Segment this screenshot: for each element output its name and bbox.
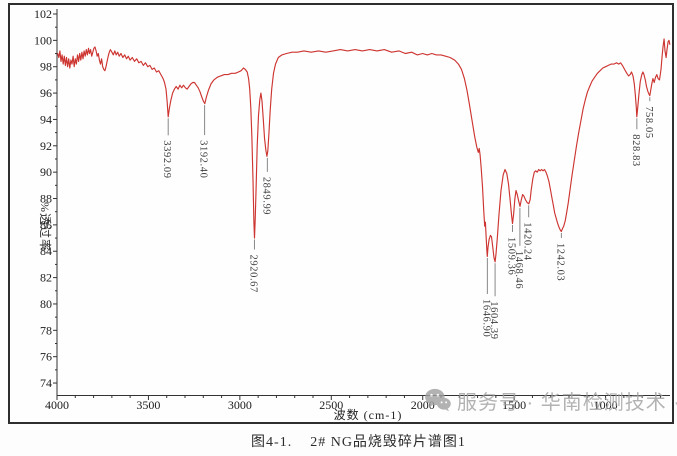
peak-label: 3192.40	[198, 140, 209, 178]
svg-text:90: 90	[40, 165, 52, 179]
svg-text:88: 88	[40, 192, 52, 206]
svg-text:82: 82	[40, 271, 52, 285]
peak-label: 3392.09	[161, 140, 172, 178]
x-axis-title: 波数 (cm-1)	[333, 408, 403, 422]
svg-text:3000: 3000	[228, 398, 252, 412]
peak-label: 1420.24	[522, 222, 533, 260]
peak-label: 828.83	[630, 134, 641, 166]
chart-frame	[8, 3, 674, 424]
peak-label: 1646.90	[480, 299, 491, 337]
svg-text:2500: 2500	[319, 398, 343, 412]
x-tick-labels: 4000 3500 3000 2500 2000 1500 1000	[45, 398, 618, 412]
svg-text:76: 76	[40, 350, 52, 364]
svg-text:78: 78	[40, 323, 52, 337]
figure-caption: 图4-1. 2# NG品烧毁碎片谱图1	[251, 435, 466, 450]
peak-label: 1509.36	[505, 237, 516, 275]
svg-text:74: 74	[40, 376, 52, 390]
peak-label: 1604.39	[488, 301, 499, 339]
y-axis-title: %透过率	[0, 202, 52, 252]
svg-text:98: 98	[40, 60, 52, 74]
peak-annotations: 3392.09 3192.40 2920.67 2849.99 1646.901604.…	[161, 97, 654, 340]
svg-text:84: 84	[40, 244, 52, 258]
svg-text:96: 96	[40, 86, 52, 100]
svg-text:4000: 4000	[45, 398, 69, 412]
svg-text:80: 80	[40, 297, 52, 311]
spectrum-curve	[57, 38, 671, 263]
peak-label: 2920.67	[247, 255, 258, 293]
y-tick-labels: 74 76 78 80 82 84 86 88 90 92 94 96 98 100 102	[34, 7, 52, 390]
svg-text:86: 86	[40, 218, 52, 232]
svg-text:94: 94	[40, 112, 52, 126]
peak-label: 1468.46	[513, 251, 524, 289]
peak-label: 2849.99	[260, 177, 271, 215]
axes	[56, 9, 670, 396]
peak-label: 1242.03	[554, 243, 565, 281]
svg-text:1500: 1500	[502, 398, 526, 412]
peak-label: 758.05	[643, 106, 654, 138]
svg-text:1000: 1000	[594, 398, 618, 412]
svg-text:100: 100	[34, 33, 52, 47]
y-axis-ticks	[53, 13, 57, 384]
svg-text:3500: 3500	[136, 398, 160, 412]
x-axis-ticks	[56, 395, 661, 400]
svg-text:102: 102	[34, 7, 52, 21]
svg-text:92: 92	[40, 139, 52, 153]
